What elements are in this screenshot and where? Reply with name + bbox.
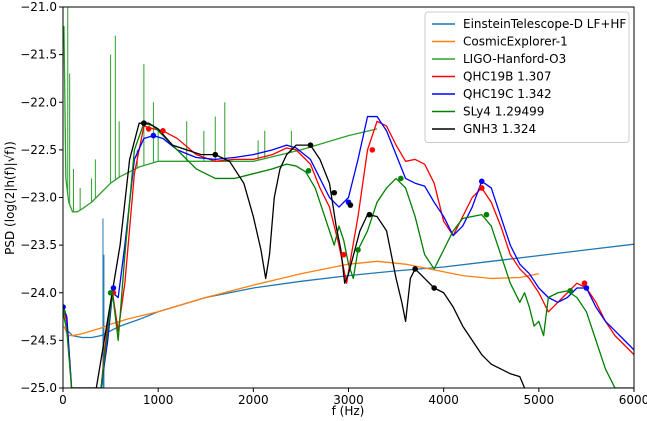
x-axis-label: f (Hz) <box>332 404 365 418</box>
marker-sly4-1-29499 <box>398 175 404 182</box>
plot-area <box>63 7 634 388</box>
marker-gnh3-1-324 <box>141 120 147 127</box>
marker-gnh3-1-324 <box>366 211 373 218</box>
marker-qhc19c-1-342 <box>110 285 117 291</box>
marker-qhc19c-1-342 <box>150 132 157 139</box>
marker-qhc19b-1-307 <box>160 128 166 134</box>
marker-qhc19b-1-307 <box>581 280 588 287</box>
y-axis-ticks: −25.0 −24.5 −24.0 −23.5 −23.0 −22.5 −22.0 −21.5… <box>20 0 63 395</box>
marker-gnh3-1-324 <box>431 285 437 291</box>
y-tick-label: −21.0 <box>20 0 57 14</box>
marker-sly4-1-29499 <box>483 211 490 218</box>
marker-qhc19c-1-342 <box>583 285 590 291</box>
y-tick-label: −25.0 <box>20 381 57 395</box>
marker-qhc19c-1-342 <box>478 178 485 185</box>
legend-label-qhc19b-1-307: QHC19B 1.307 <box>463 70 552 84</box>
series-line-qhc19b-1-307 <box>63 120 634 388</box>
marker-qhc19c-1-342 <box>63 304 66 310</box>
y-tick-label: −24.5 <box>20 333 57 347</box>
marker-sly4-1-29499 <box>107 289 114 296</box>
marker-gnh3-1-324 <box>347 202 354 208</box>
legend-box <box>424 11 630 143</box>
x-axis-ticks: 0 1000 2000 3000 4000 5000 6000 <box>59 388 647 407</box>
series-line-qhc19c-1-342 <box>63 115 634 388</box>
marker-qhc19b-1-307 <box>340 251 347 258</box>
marker-sly4-1-29499 <box>63 309 66 315</box>
y-tick-label: −21.5 <box>20 48 57 62</box>
marker-sly4-1-29499 <box>305 168 312 174</box>
legend-label-einsteintelescope-d-lf-hf: EinsteinTelescope-D LF+HF <box>463 17 626 31</box>
marker-qhc19b-1-307 <box>369 147 376 153</box>
x-tick-label: 3000 <box>333 393 364 407</box>
x-tick-label: 0 <box>59 393 67 407</box>
x-tick-label: 1000 <box>143 393 174 407</box>
series-line-sly4-1-29499 <box>63 122 634 388</box>
marker-gnh3-1-324 <box>412 266 418 272</box>
marker-qhc19b-1-307 <box>478 185 485 191</box>
marker-sly4-1-29499 <box>355 247 361 253</box>
legend: EinsteinTelescope-D LF+HF CosmicExplorer-… <box>424 11 630 143</box>
y-axis-label: PSD (log(2|h(f)|√f)) <box>3 141 17 255</box>
x-tick-label: 5000 <box>524 393 555 407</box>
y-tick-label: −22.0 <box>20 95 57 109</box>
series-line-gnh3-1-324 <box>95 122 526 388</box>
series-line-ligo-hanford-o3 <box>63 26 378 213</box>
series-line-einsteintelescope-d-lf-hf <box>63 243 634 339</box>
marker-gnh3-1-324 <box>331 189 338 196</box>
y-tick-label: −24.0 <box>20 286 57 300</box>
x-tick-label: 4000 <box>428 393 459 407</box>
x-tick-label: 6000 <box>619 393 647 407</box>
legend-label-qhc19c-1-342: QHC19C 1.342 <box>463 87 552 101</box>
marker-gnh3-1-324 <box>212 151 219 158</box>
marker-sly4-1-29499 <box>567 288 574 294</box>
series-line-cosmicexplorer-1 <box>63 260 539 337</box>
marker-qhc19b-1-307 <box>145 126 152 132</box>
legend-label-ligo-hanford-o3: LIGO-Hanford-O3 <box>463 52 566 66</box>
legend-label-cosmicexplorer-1: CosmicExplorer-1 <box>463 35 568 49</box>
y-tick-label: −23.0 <box>20 191 57 205</box>
y-tick-label: −22.5 <box>20 143 57 157</box>
x-tick-label: 2000 <box>238 393 269 407</box>
marker-gnh3-1-324 <box>307 142 314 148</box>
legend-label-sly4-1-29499: SLy4 1.29499 <box>463 105 544 119</box>
y-tick-label: −23.5 <box>20 238 57 252</box>
legend-label-gnh3-1-324: GNH3 1.324 <box>463 122 536 136</box>
